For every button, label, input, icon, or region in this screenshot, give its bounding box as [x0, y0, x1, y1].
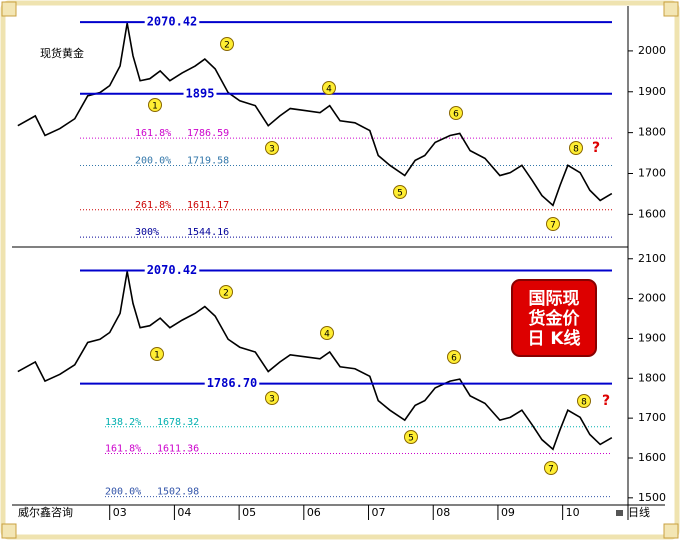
wave-marker	[265, 391, 279, 405]
chart-title: 货金价	[529, 308, 581, 329]
level-label-bg	[144, 14, 200, 29]
y-tick-label: 1800	[638, 371, 666, 384]
level-label: 1895	[186, 86, 215, 100]
source: 威尔鑫咨询	[18, 505, 73, 519]
y-tick-label: 2000	[638, 44, 666, 57]
y-tick-label: 1900	[638, 85, 666, 98]
fib-ratio: 261.8%	[135, 200, 171, 211]
wave-label: 8	[573, 145, 579, 155]
level-label-bg	[204, 376, 260, 391]
level-label: 2070.42	[147, 15, 198, 29]
fib-value: 1611.36	[157, 443, 199, 454]
wave-label: 1	[152, 102, 158, 112]
price-line	[17, 22, 613, 207]
corner	[1, 523, 17, 539]
y-tick-label: 1700	[638, 411, 666, 424]
wave-marker	[404, 430, 418, 444]
level-label: 2070.42	[147, 263, 198, 277]
lock-icon	[616, 510, 623, 516]
fib-ratio: 161.8%	[135, 128, 171, 139]
y-tick-label: 2000	[638, 292, 666, 305]
wave-marker	[150, 347, 164, 361]
fib-ratio: 138.2%	[105, 417, 141, 428]
x-tick-label: 06	[307, 506, 321, 519]
y-tick-label: 2100	[638, 252, 666, 265]
y-tick-label: 1500	[638, 491, 666, 504]
y-tick-label: 1900	[638, 331, 666, 344]
x-tick-label: 04	[177, 506, 191, 519]
period: 日线	[628, 505, 650, 519]
x-tick-label: 09	[501, 506, 515, 519]
wave-marker	[393, 185, 407, 199]
wave-marker	[220, 37, 234, 51]
fib-value: 1544.16	[187, 227, 229, 238]
wave-label: 7	[550, 221, 556, 231]
wave-marker	[447, 350, 461, 364]
wave-marker	[265, 141, 279, 155]
x-tick-label: 05	[242, 506, 256, 519]
wave-marker	[320, 326, 334, 340]
chart-title: 现货黄金	[40, 46, 84, 60]
wave-label: 5	[397, 189, 403, 199]
y-tick-label: 1800	[638, 126, 666, 139]
wave-label: 4	[326, 85, 332, 95]
x-tick-label: 07	[372, 506, 386, 519]
wave-marker	[322, 81, 336, 95]
wave-label: 3	[269, 145, 275, 155]
wave-marker	[577, 394, 591, 408]
fib-ratio: 200.0%	[105, 487, 141, 498]
wave-label: 2	[223, 289, 229, 299]
wave-marker	[148, 98, 162, 112]
fib-value: 1611.17	[187, 200, 229, 211]
corner	[663, 523, 679, 539]
fib-value: 1786.59	[187, 128, 229, 139]
chart-title: 日 K线	[527, 328, 580, 349]
wave-label: 6	[453, 110, 459, 120]
corner	[1, 1, 17, 17]
fib-value: 1678.32	[157, 417, 199, 428]
wave-label: 4	[324, 330, 330, 340]
level-label-bg	[183, 86, 217, 101]
level-label: 1786.70	[207, 376, 258, 390]
wave-label: 8	[581, 398, 587, 408]
wave-label: 5	[408, 434, 414, 444]
wave-label: 3	[269, 395, 275, 405]
corner	[663, 1, 679, 17]
fib-value: 1502.98	[157, 487, 199, 498]
x-tick-label: 03	[113, 506, 127, 519]
wave-label: 6	[451, 354, 457, 364]
title-box	[511, 279, 597, 357]
wave-marker	[219, 285, 233, 299]
wave-label: 2	[224, 41, 230, 51]
x-tick-label: 10	[566, 506, 580, 519]
wave-marker	[546, 217, 560, 231]
x-tick-label: 08	[436, 506, 450, 519]
fib-ratio: 161.8%	[105, 443, 141, 454]
y-tick-label: 1600	[638, 207, 666, 220]
wave-label: 7	[548, 465, 554, 475]
fib-ratio: 200.0%	[135, 155, 171, 166]
wave-label: 1	[154, 351, 160, 361]
y-tick-label: 1700	[638, 166, 666, 179]
level-label-bg	[144, 263, 200, 278]
y-tick-label: 1600	[638, 451, 666, 464]
price-line	[17, 271, 613, 451]
wave-marker	[569, 141, 583, 155]
question-mark: ?	[602, 393, 610, 409]
chart-title: 国际现	[529, 289, 580, 309]
wave-marker	[449, 106, 463, 120]
fib-value: 1719.58	[187, 155, 229, 166]
question-mark: ?	[592, 140, 600, 156]
wave-marker	[544, 461, 558, 475]
fib-ratio: 300%	[135, 227, 159, 238]
